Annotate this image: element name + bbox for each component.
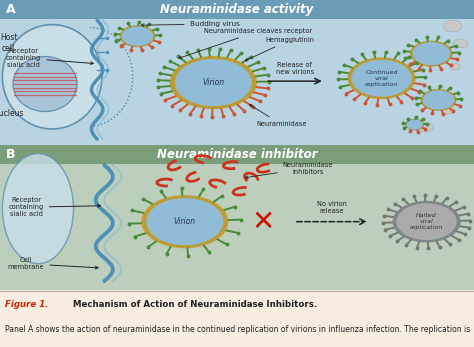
Text: Hemagglutinin: Hemagglutinin xyxy=(245,37,314,61)
Text: ✕: ✕ xyxy=(251,208,275,236)
Text: A: A xyxy=(6,3,15,16)
Circle shape xyxy=(392,201,461,243)
Text: Nucleus: Nucleus xyxy=(0,109,24,118)
Bar xyxy=(0,145,474,290)
Ellipse shape xyxy=(13,57,77,111)
Circle shape xyxy=(406,119,423,130)
Text: Budding virus: Budding virus xyxy=(141,21,239,27)
Text: No virion
release: No virion release xyxy=(317,201,347,214)
Circle shape xyxy=(175,59,252,106)
Circle shape xyxy=(141,195,228,248)
Text: Virion: Virion xyxy=(202,78,224,87)
Text: Neuraminidase
inhibitors: Neuraminidase inhibitors xyxy=(246,162,333,179)
Circle shape xyxy=(347,57,416,99)
Text: Receptor
containing
sialic acid: Receptor containing sialic acid xyxy=(9,197,100,217)
Circle shape xyxy=(419,123,434,132)
Bar xyxy=(0,0,474,145)
Bar xyxy=(0,145,474,164)
Circle shape xyxy=(423,90,454,110)
Circle shape xyxy=(412,42,450,65)
Text: Panel A shows the action of neuraminidase in the continued replication of virion: Panel A shows the action of neuraminidas… xyxy=(5,325,470,334)
Circle shape xyxy=(450,64,460,70)
Circle shape xyxy=(170,56,257,109)
Bar xyxy=(0,0,474,19)
Text: Neuraminidase cleaves receptor: Neuraminidase cleaves receptor xyxy=(179,28,312,59)
Circle shape xyxy=(420,89,456,111)
Text: Neuraminidase: Neuraminidase xyxy=(250,105,307,127)
Text: B: B xyxy=(6,148,15,161)
Circle shape xyxy=(410,41,453,67)
Text: Cell
membrane: Cell membrane xyxy=(8,257,98,270)
Circle shape xyxy=(122,26,153,46)
Circle shape xyxy=(397,203,456,240)
Text: Halted
viral
replication: Halted viral replication xyxy=(410,213,443,230)
Circle shape xyxy=(119,25,155,47)
Text: Neuraminidase inhibitor: Neuraminidase inhibitor xyxy=(157,148,317,161)
Circle shape xyxy=(405,119,424,130)
Text: Mechanism of Action of Neuraminidase Inhibitors.: Mechanism of Action of Neuraminidase Inh… xyxy=(73,300,318,309)
Text: Neuraminidase activity: Neuraminidase activity xyxy=(160,3,314,16)
Text: Receptor
containing
sialic acid: Receptor containing sialic acid xyxy=(6,48,93,68)
Ellipse shape xyxy=(2,25,102,129)
Text: Host
cell: Host cell xyxy=(0,33,17,53)
Text: Figure 1.: Figure 1. xyxy=(5,300,48,309)
Text: Continued
viral
replication: Continued viral replication xyxy=(365,70,398,86)
Ellipse shape xyxy=(2,154,73,264)
Text: Virion: Virion xyxy=(174,217,196,226)
Text: Release of
new virions: Release of new virions xyxy=(276,62,314,75)
Circle shape xyxy=(352,60,411,96)
Circle shape xyxy=(442,106,454,114)
Circle shape xyxy=(443,20,462,32)
Circle shape xyxy=(146,198,223,245)
Circle shape xyxy=(454,39,468,48)
